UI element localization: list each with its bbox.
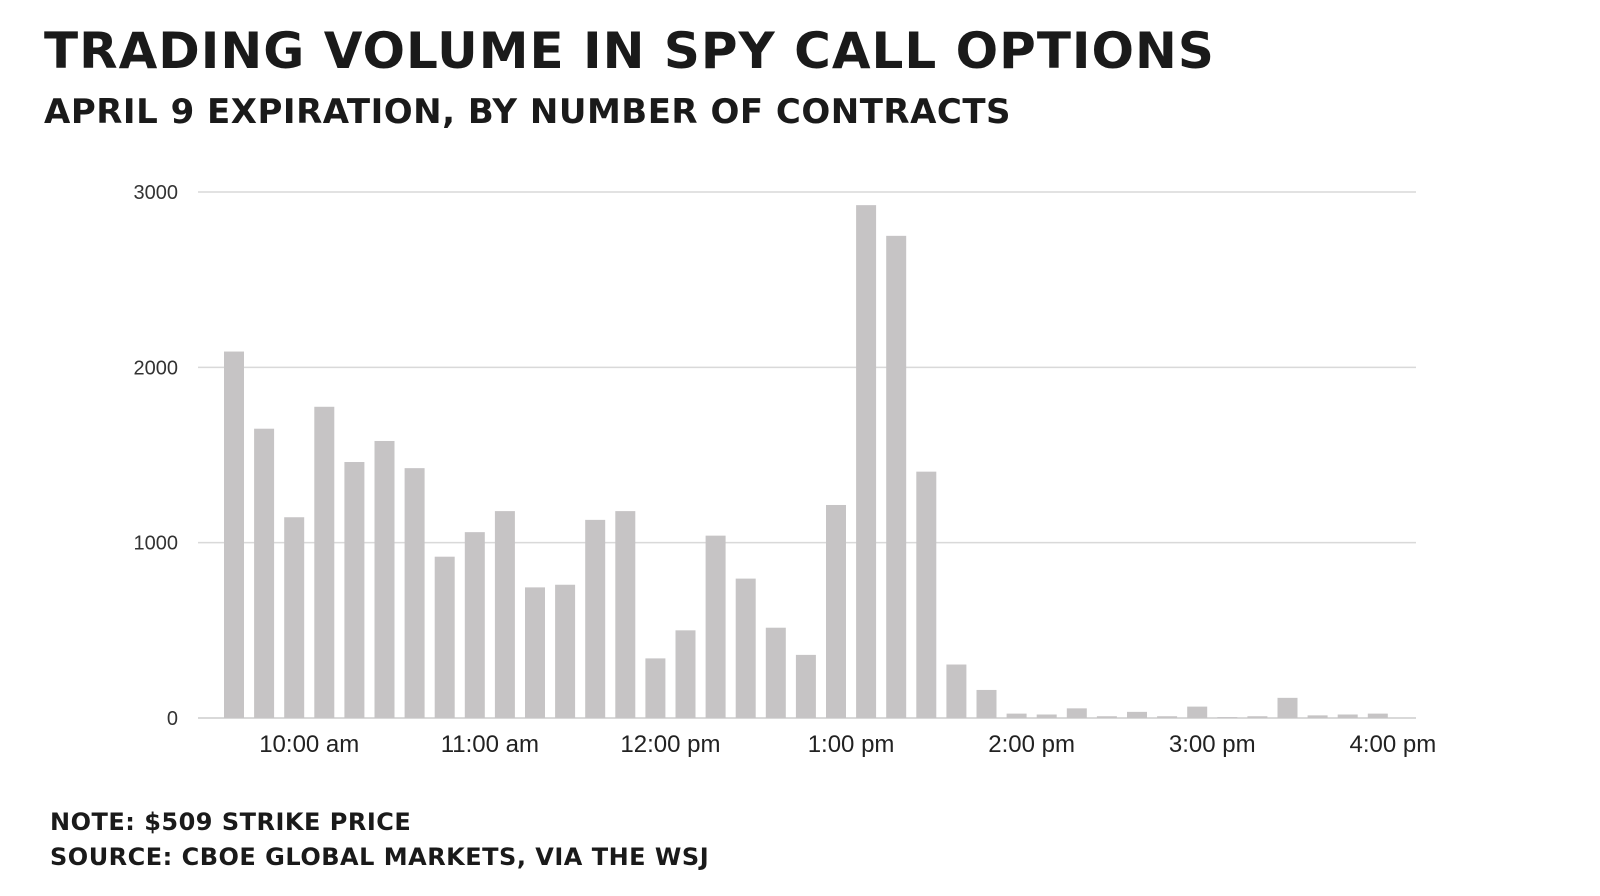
bar bbox=[886, 235, 907, 719]
x-tick-label: 12:00 pm bbox=[620, 731, 720, 758]
bar bbox=[525, 587, 545, 718]
bar bbox=[1247, 716, 1268, 718]
y-axis-ticks: 0 1000 2000 3000 bbox=[134, 182, 179, 730]
y-tick-label: 3000 bbox=[134, 182, 179, 204]
bar bbox=[1157, 716, 1178, 718]
bar bbox=[464, 532, 485, 718]
y-tick-label: 0 bbox=[167, 708, 178, 730]
x-tick-label: 1:00 pm bbox=[808, 731, 895, 758]
bar bbox=[645, 658, 666, 718]
x-tick-label: 10:00 am bbox=[259, 731, 359, 758]
bar bbox=[976, 689, 997, 718]
x-tick-label: 11:00 am bbox=[441, 731, 539, 758]
bar bbox=[856, 205, 877, 718]
bar bbox=[795, 654, 816, 718]
bar bbox=[1367, 713, 1388, 718]
bar bbox=[1307, 715, 1328, 718]
bar bbox=[1127, 711, 1147, 718]
bar bbox=[224, 351, 244, 718]
bar bbox=[374, 440, 395, 718]
chart-title: Trading volume in SPY call options bbox=[44, 22, 1215, 80]
bar bbox=[735, 578, 756, 718]
bar bbox=[404, 468, 425, 718]
bar bbox=[314, 406, 335, 718]
bar bbox=[1036, 714, 1057, 718]
bar bbox=[916, 471, 937, 718]
bar bbox=[1096, 716, 1117, 718]
bar bbox=[1337, 714, 1358, 718]
bar bbox=[765, 627, 786, 718]
chart-source: Source: Cboe Global Markets, via the WSJ bbox=[50, 843, 710, 871]
bar bbox=[826, 504, 846, 718]
bars-layer bbox=[224, 205, 1388, 719]
bar bbox=[946, 664, 967, 718]
bar bbox=[1187, 706, 1208, 718]
x-tick-label: 2:00 pm bbox=[988, 731, 1075, 758]
bar bbox=[585, 519, 606, 718]
bar bbox=[1066, 708, 1087, 718]
y-tick-label: 1000 bbox=[134, 533, 179, 555]
chart-note: Note: $509 strike price bbox=[50, 808, 412, 836]
bar bbox=[675, 630, 696, 718]
chart-subtitle: April 9 expiration, by number of contrac… bbox=[44, 92, 1012, 132]
x-tick-label: 3:00 pm bbox=[1169, 731, 1256, 758]
bar bbox=[254, 428, 275, 718]
bar bbox=[434, 556, 455, 718]
bar bbox=[344, 462, 365, 718]
x-axis-ticks: 10:00 am 11:00 am 12:00 pm 1:00 pm 2:00 pm 3:… bbox=[259, 731, 1436, 758]
bar bbox=[494, 511, 515, 718]
y-tick-label: 2000 bbox=[134, 357, 179, 379]
bar bbox=[284, 517, 305, 718]
x-tick-label: 4:00 pm bbox=[1349, 731, 1436, 758]
bar bbox=[1277, 697, 1298, 718]
bar bbox=[1217, 717, 1238, 718]
bar bbox=[705, 535, 726, 718]
bar bbox=[555, 584, 576, 718]
bar bbox=[1006, 713, 1027, 718]
bar bbox=[615, 511, 636, 718]
